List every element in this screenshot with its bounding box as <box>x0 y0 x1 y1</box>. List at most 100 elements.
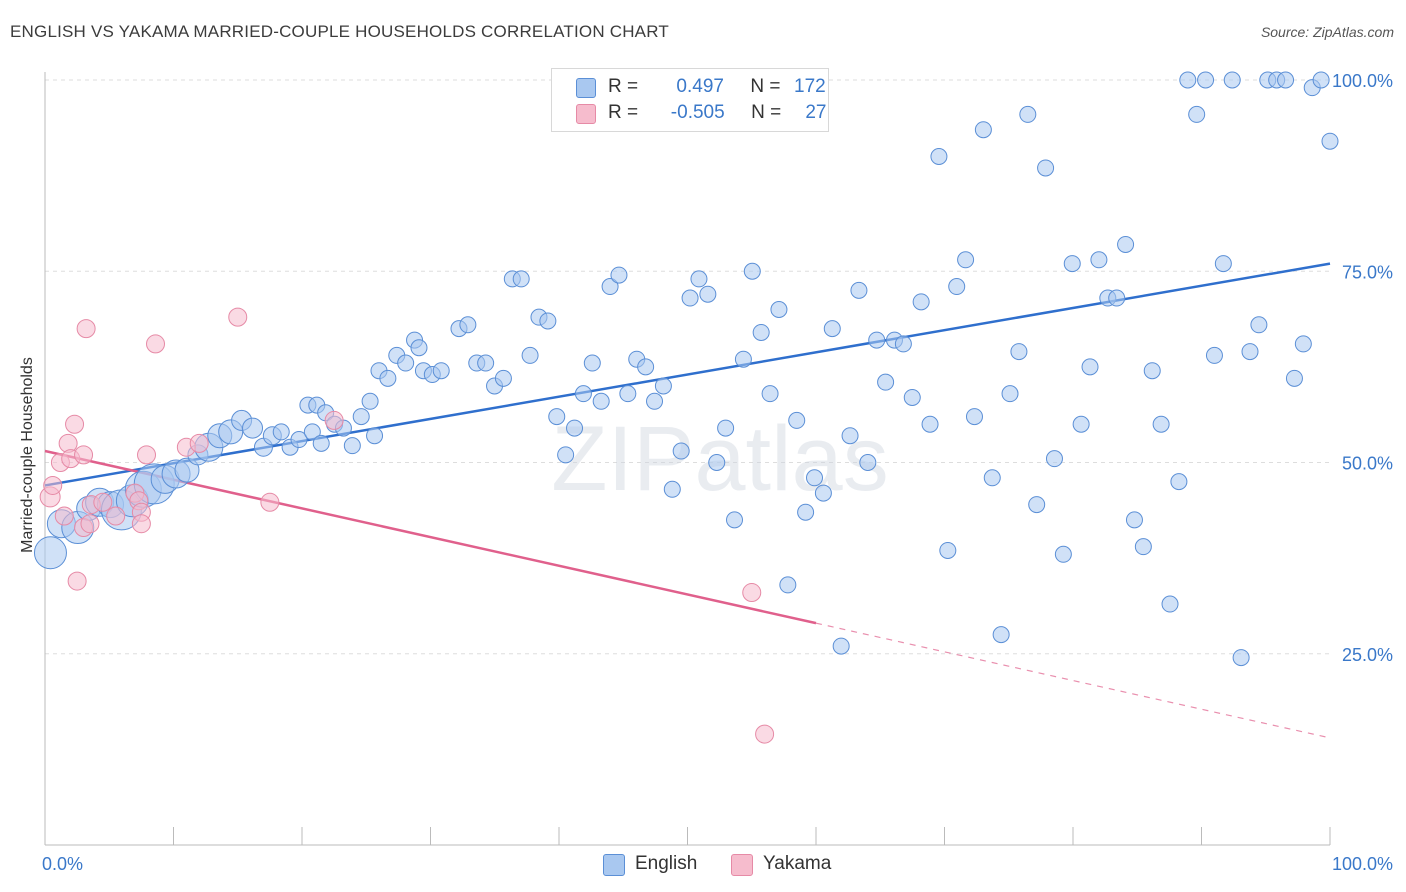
english-point <box>903 388 921 406</box>
english-point <box>1197 71 1215 89</box>
english-point <box>583 354 601 372</box>
english-point <box>1285 369 1303 387</box>
english-point <box>1161 595 1179 613</box>
english-point <box>1170 473 1188 491</box>
english-point <box>965 408 983 426</box>
yakama-point <box>228 307 248 327</box>
yakama-r-label: R = <box>608 102 639 123</box>
yakama-point <box>106 506 126 526</box>
english-point <box>521 346 539 364</box>
yakama-legend-label: Yakama <box>763 853 832 874</box>
yakama-point <box>137 445 157 465</box>
english-point <box>690 270 708 288</box>
english-point <box>1090 251 1108 269</box>
english-points <box>33 71 1339 667</box>
yakama-point <box>74 445 94 465</box>
english-point <box>992 626 1010 644</box>
english-point <box>832 637 850 655</box>
english-point <box>1001 385 1019 403</box>
english-point <box>1312 71 1330 89</box>
yakama-point <box>65 414 85 434</box>
english-point <box>290 431 308 449</box>
english-point <box>432 362 450 380</box>
english-point <box>312 434 330 452</box>
english-point <box>548 408 566 426</box>
english-point <box>1072 415 1090 433</box>
yakama-points <box>39 307 775 744</box>
yakama-point <box>93 492 113 512</box>
english-point <box>948 278 966 296</box>
yakama-n-value: 27 <box>805 102 827 123</box>
english-point <box>877 373 895 391</box>
yakama-point <box>43 475 63 495</box>
english-point <box>1081 358 1099 376</box>
english-point <box>272 423 290 441</box>
english-point <box>726 511 744 529</box>
english-r-value: 0.497 <box>676 76 724 97</box>
english-point <box>974 121 992 139</box>
yakama-point <box>67 571 87 591</box>
english-point <box>379 369 397 387</box>
english-point <box>539 312 557 330</box>
english-point <box>1010 343 1028 361</box>
english-point <box>1321 132 1339 150</box>
english-r-label: R = <box>608 76 639 97</box>
source-label: Source: ZipAtlas.com <box>1260 24 1394 40</box>
english-point <box>654 377 672 395</box>
english-point <box>601 278 619 296</box>
english-point <box>1134 538 1152 556</box>
english-point <box>1232 649 1250 667</box>
english-point <box>1143 362 1161 380</box>
english-point <box>619 385 637 403</box>
series-legend: English Yakama <box>0 853 1406 877</box>
english-point <box>806 469 824 487</box>
english-swatch <box>576 78 596 98</box>
english-point <box>557 446 575 464</box>
english-point <box>1028 496 1046 514</box>
yakama-point <box>260 492 280 512</box>
english-point <box>850 281 868 299</box>
english-point <box>814 484 832 502</box>
english-point <box>672 442 690 460</box>
yakama-n-label: N = <box>751 102 782 123</box>
english-point <box>859 454 877 471</box>
y-axis-label: Married-couple Households <box>19 357 36 553</box>
english-point <box>699 285 717 303</box>
english-point <box>743 262 761 280</box>
english-point <box>841 427 859 445</box>
english-point <box>361 392 379 410</box>
english-point <box>681 289 699 307</box>
english-point <box>1241 343 1259 361</box>
y-tick-label: 50.0% <box>1342 454 1393 474</box>
grid-lines <box>45 79 1330 655</box>
yakama-point <box>742 583 762 603</box>
english-point <box>566 419 584 437</box>
x-tick-label: 100.0% <box>1332 854 1393 874</box>
english-point <box>242 417 264 439</box>
english-point <box>894 335 912 353</box>
english-point <box>957 251 975 269</box>
english-point <box>1179 71 1197 89</box>
english-point <box>646 392 664 410</box>
english-point <box>770 301 788 318</box>
yakama-swatch <box>576 104 596 124</box>
yakama-point <box>131 514 151 534</box>
x-tick-label: 0.0% <box>42 854 83 874</box>
english-point <box>930 148 948 165</box>
english-point <box>708 454 726 471</box>
english-point <box>610 266 628 284</box>
yakama-trend-extension <box>815 622 1331 739</box>
y-tick-label: 75.0% <box>1342 262 1393 282</box>
english-point <box>410 339 428 357</box>
english-point <box>352 408 370 426</box>
english-point <box>983 469 1001 487</box>
english-point <box>1250 316 1268 334</box>
english-point <box>788 411 806 429</box>
english-point <box>1205 346 1223 364</box>
english-point <box>734 350 752 368</box>
english-point <box>1054 545 1072 563</box>
english-point <box>303 423 321 441</box>
english-point <box>761 385 779 403</box>
yakama-point <box>80 514 100 534</box>
